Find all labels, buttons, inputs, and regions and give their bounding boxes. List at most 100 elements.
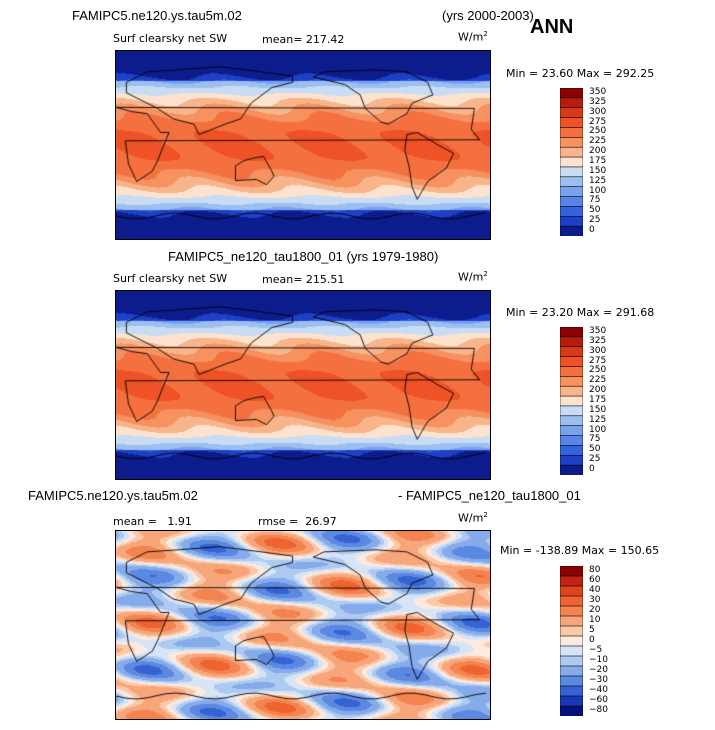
colorbar-swatch	[559, 575, 584, 587]
panel1-units-exp: 2	[483, 30, 488, 38]
colorbar-swatch	[559, 645, 584, 657]
panel1-mean: mean= 217.42	[262, 33, 344, 46]
panel3-mean-value: 1.91	[167, 515, 192, 528]
panel1-min-label: Min =	[506, 67, 539, 80]
colorbar-tick-label: −20	[589, 665, 608, 675]
panel3-units-base: W/m	[458, 511, 484, 525]
panel3-map	[115, 530, 491, 720]
panel1-mean-value: 217.42	[305, 33, 345, 46]
diff-left-title: FAMIPC5.ne120.ys.tau5m.02	[28, 488, 198, 503]
colorbar-swatch	[559, 695, 584, 707]
panel3-rmse: rmse = 26.97	[258, 515, 337, 528]
colorbar-tick-label: 250	[589, 365, 607, 376]
colorbar-swatch	[559, 117, 584, 129]
colorbar-tick-label: −30	[589, 675, 608, 685]
colorbar-tick-label: −5	[589, 645, 603, 655]
colorbar-swatch	[559, 346, 584, 358]
colorbar-swatch	[559, 146, 584, 158]
colorbar-swatch	[559, 395, 584, 407]
colorbar-swatch	[559, 565, 584, 577]
colorbar-tick-label: −80	[589, 705, 608, 715]
colorbar-swatch	[559, 366, 584, 377]
colorbar-tick-label: 175	[589, 395, 607, 405]
colorbar-swatch	[559, 464, 584, 476]
colorbar-swatch	[559, 685, 584, 697]
colorbar-tick-label: 125	[589, 175, 607, 186]
colorbar-tick-label: 200	[589, 385, 607, 396]
colorbar-tick-label: 150	[589, 404, 607, 415]
colorbar-swatch	[559, 435, 584, 446]
colorbar-swatch	[559, 215, 584, 227]
colorbar-tick-label: 75	[589, 434, 601, 445]
colorbar-swatch	[559, 635, 584, 647]
panel3-colorbar	[559, 565, 584, 717]
panel1-variable: Surf clearsky net SW	[113, 32, 228, 45]
panel2-max-label: Max =	[576, 306, 613, 319]
panel2-colorbar	[559, 326, 584, 476]
colorbar-tick-label: 300	[589, 345, 607, 356]
colorbar-swatch	[559, 454, 584, 466]
colorbar-tick-label: 60	[589, 575, 601, 585]
colorbar-tick-label: 350	[589, 325, 607, 336]
colorbar-tick-label: 275	[589, 116, 607, 127]
panel2-title: FAMIPC5_ne120_tau1800_01 (yrs 1979-1980)	[168, 249, 439, 264]
colorbar-swatch	[559, 127, 584, 138]
colorbar-swatch	[559, 405, 584, 417]
colorbar-swatch	[559, 107, 584, 119]
panel1-map	[115, 50, 491, 240]
map-field-canvas	[116, 531, 490, 719]
panel2-min-label: Min =	[506, 306, 539, 319]
panel1-min-value: 23.60	[541, 67, 574, 80]
colorbar-tick-label: 225	[589, 136, 607, 147]
panel2-mean-label: mean=	[262, 273, 303, 286]
colorbar-tick-label: 30	[589, 595, 601, 605]
colorbar-tick-label: 175	[589, 156, 607, 166]
colorbar-tick-label: 225	[589, 375, 607, 386]
years-a-label: (yrs 2000-2003)	[442, 8, 534, 23]
colorbar-swatch	[559, 97, 584, 109]
panel2-max-value: 291.68	[615, 306, 655, 319]
panel3-rmse-label: rmse =	[258, 515, 299, 528]
colorbar-swatch	[559, 665, 584, 677]
colorbar-swatch	[559, 196, 584, 207]
colorbar-swatch	[559, 356, 584, 368]
diff-right-title: - FAMIPC5_ne120_tau1800_01	[398, 488, 581, 503]
panel3-max-label: Max =	[581, 544, 618, 557]
colorbar-swatch	[559, 156, 584, 168]
colorbar-swatch	[559, 615, 584, 627]
case-a-title: FAMIPC5.ne120.ys.tau5m.02	[72, 8, 242, 23]
panel3-units: W/m2	[458, 511, 488, 525]
colorbar-swatch	[559, 225, 584, 237]
panel3-min-label: Min =	[500, 544, 533, 557]
colorbar-tick-label: 25	[589, 454, 601, 465]
panel3-mean-label: mean =	[113, 515, 157, 528]
colorbar-tick-label: 125	[589, 414, 607, 425]
colorbar-swatch	[559, 675, 584, 687]
panel3-min-value: -138.89	[535, 544, 579, 557]
panel3-rmse-value: 26.97	[305, 515, 337, 528]
colorbar-tick-label: 325	[589, 96, 607, 107]
colorbar-tick-label: 20	[589, 605, 601, 615]
colorbar-tick-label: 325	[589, 335, 607, 346]
colorbar-tick-label: 0	[589, 464, 595, 475]
colorbar-tick-label: 250	[589, 126, 607, 137]
colorbar-swatch	[559, 655, 584, 667]
colorbar-tick-label: 40	[589, 585, 601, 595]
colorbar-svg	[559, 326, 584, 476]
panel3-mean: mean = 1.91	[113, 515, 192, 528]
panel2-variable: Surf clearsky net SW	[113, 272, 228, 285]
panel2-map	[115, 290, 491, 480]
colorbar-tick-label: 350	[589, 86, 607, 97]
panel3-max-value: 150.65	[620, 544, 660, 557]
colorbar-swatch	[559, 336, 584, 348]
colorbar-tick-label: 100	[589, 424, 607, 435]
colorbar-tick-label: 80	[589, 565, 601, 575]
panel3-minmax: Min = -138.89 Max = 150.65	[500, 544, 659, 557]
panel1-max-label: Max =	[576, 67, 613, 80]
panel3-units-exp: 2	[483, 511, 488, 519]
panel1-units-base: W/m	[458, 30, 484, 44]
colorbar-tick-label: 75	[589, 195, 601, 206]
colorbar-tick-label: 10	[589, 615, 601, 625]
colorbar-tick-label: 50	[589, 205, 601, 216]
colorbar-tick-label: 300	[589, 106, 607, 117]
